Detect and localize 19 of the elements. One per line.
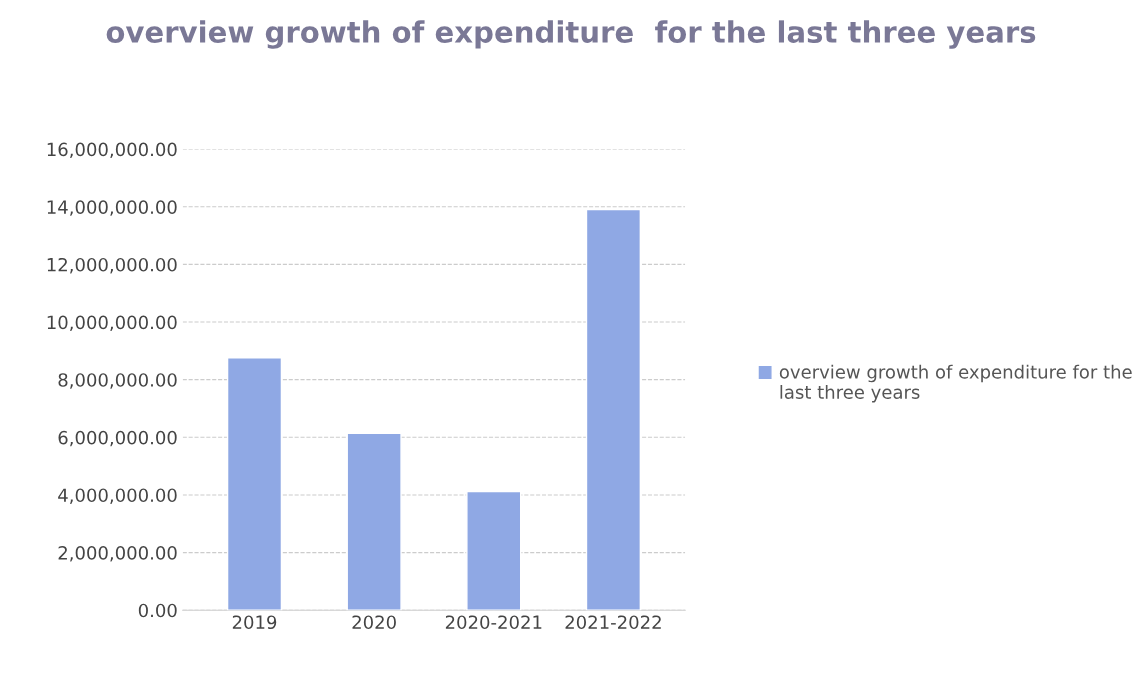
x-tick-label: 2021-2022 <box>565 615 661 630</box>
chart-title: overview growth of expenditure for the last three years <box>106 20 1036 49</box>
y-tick-label: 2,000,000.00 <box>58 546 177 562</box>
y-tick-label: 16,000,000.00 <box>47 142 177 159</box>
y-tick-label: 6,000,000.00 <box>58 430 177 447</box>
y-tick-label: 12,000,000.00 <box>47 257 177 274</box>
x-tick-label: 2020-2021 <box>445 615 542 630</box>
y-tick-label: 4,000,000.00 <box>58 488 177 504</box>
bar <box>585 208 642 611</box>
legend-label: overview growth of expenditure for the last three years <box>779 364 1132 403</box>
bar <box>466 490 522 611</box>
x-tick-label: 2020 <box>352 615 396 630</box>
x-tick-label: 2019 <box>232 615 277 630</box>
y-tick-label: 14,000,000.00 <box>47 200 177 216</box>
y-tick-label: 8,000,000.00 <box>58 373 177 389</box>
bar <box>346 432 402 611</box>
y-tick-label: 10,000,000.00 <box>47 315 177 332</box>
y-tick-label: 0.00 <box>138 603 177 618</box>
bar <box>226 357 283 611</box>
